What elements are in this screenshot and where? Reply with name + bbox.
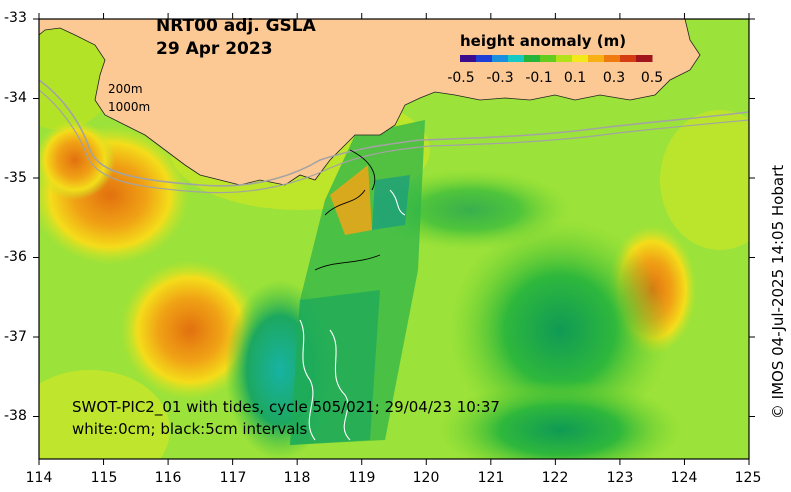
anomaly-green-south: [440, 380, 680, 459]
swot-contour-white-2: [329, 329, 351, 441]
colorbar-swatch: [604, 55, 621, 62]
colorbar-swatch: [588, 55, 605, 62]
plot-frame: [38, 18, 750, 460]
colorbar-tick: 0.5: [640, 70, 664, 86]
anomaly-yellow-east: [660, 110, 749, 250]
swot-contour-white-1: [299, 319, 316, 441]
longitude-label: 118: [283, 470, 311, 486]
longitude-label: 115: [90, 470, 118, 486]
depth-label-1000m: 1000m: [108, 100, 151, 114]
longitude-label: 116: [154, 470, 182, 486]
map-title: NRT00 adj. GSLA: [156, 16, 316, 36]
longitude-label: 125: [734, 470, 762, 486]
longitude-label: 121: [477, 470, 505, 486]
anomaly-green-center: [450, 220, 670, 440]
map-date: 29 Apr 2023: [156, 39, 273, 59]
latitude-label: -35: [4, 170, 27, 186]
longitude-label: 123: [606, 470, 634, 486]
swot-annotation-line2: white:0cm; black:5cm intervals: [72, 420, 308, 438]
depth-label-200m: 200m: [108, 82, 143, 96]
longitude-label: 117: [219, 470, 247, 486]
anomaly-orange-west2: [39, 120, 115, 200]
swot-contour-black-1: [324, 189, 366, 216]
axis-ticks: [33, 13, 755, 465]
depth-contour-200m: [39, 79, 749, 187]
colorbar-tick: -0.5: [447, 70, 475, 86]
swot-swath-anomaly-high: [330, 165, 372, 235]
longitude-label: 119: [348, 470, 376, 486]
colorbar-tick: -0.1: [525, 70, 553, 86]
swot-annotation-line1: SWOT-PIC2_01 with tides, cycle 505/021; …: [72, 398, 500, 416]
colorbar-title: height anomaly (m): [460, 32, 627, 50]
latitude-label: -34: [4, 90, 27, 106]
colorbar-swatch: [620, 55, 637, 62]
colorbar-tick: -0.3: [486, 70, 514, 86]
latitude-label: -33: [4, 10, 27, 26]
swot-contour-white-3: [389, 189, 406, 216]
latitude-label: -37: [4, 329, 27, 345]
anomaly-orange-southwest: [120, 260, 260, 400]
longitude-label: 122: [541, 470, 569, 486]
swot-contour-black-3: [349, 149, 376, 191]
colorbar-swatch: [636, 55, 653, 62]
colorbar-swatch: [508, 55, 525, 62]
depth-contour-1000m: [39, 89, 749, 194]
longitude-label: 114: [25, 470, 53, 486]
colorbar-swatch: [476, 55, 493, 62]
latitude-label: -38: [4, 408, 27, 424]
colorbar-tick: 0.1: [563, 70, 587, 86]
colorbar-swatch: [540, 55, 557, 62]
colorbar-swatch: [572, 55, 589, 62]
imos-credit: © IMOS 04-Jul-2025 14:05 Hobart: [769, 164, 787, 420]
longitude-label: 120: [412, 470, 440, 486]
swot-contour-black-2: [314, 254, 381, 271]
latitude-label: -36: [4, 249, 27, 265]
colorbar-swatch: [524, 55, 541, 62]
colorbar-swatch: [492, 55, 509, 62]
colorbar: [460, 55, 653, 62]
colorbar-tick: 0.3: [602, 70, 626, 86]
anomaly-yellow-southwest: [39, 370, 170, 459]
swot-swath-anomaly-low: [372, 175, 410, 230]
colorbar-swatch: [556, 55, 573, 62]
colorbar-swatch: [460, 55, 477, 62]
longitude-label: 124: [670, 470, 698, 486]
